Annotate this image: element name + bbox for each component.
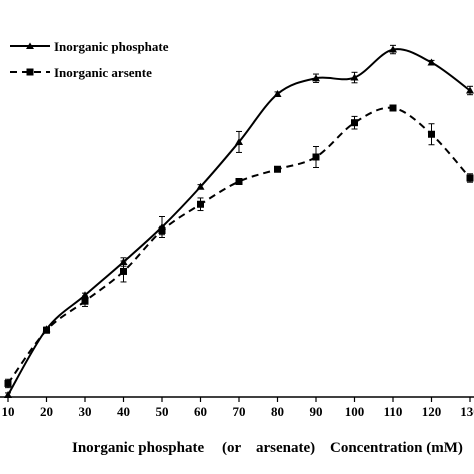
x-tick-label: 90 [310, 404, 323, 419]
x-tick-label: 60 [194, 404, 207, 419]
series-1 [4, 44, 474, 398]
data-point [4, 379, 12, 387]
x-axis-title-part-3: arsenate) [256, 440, 315, 456]
x-axis-title: Inorganic phosphate (or arsenate) Concen… [72, 440, 463, 456]
data-point [466, 86, 474, 94]
x-tick-label: 10 [2, 404, 15, 419]
data-point [273, 90, 282, 97]
data-point [235, 178, 243, 185]
data-point [196, 182, 205, 190]
x-tick-label: 120 [422, 404, 442, 419]
series-layer [4, 44, 474, 398]
x-tick-label: 50 [156, 404, 169, 419]
data-point [389, 104, 397, 112]
x-axis-title-part-1: Inorganic phosphate [72, 440, 204, 456]
data-point [466, 174, 474, 182]
x-axis-title-part-4: Concentration (mM) [330, 440, 463, 456]
x-tick-label: 30 [79, 404, 92, 419]
data-point [351, 119, 358, 127]
series-2 [4, 104, 474, 389]
x-tick-label: 110 [384, 404, 403, 419]
x-tick-label: 130 [460, 404, 474, 419]
series-line [7, 48, 471, 396]
data-point [389, 45, 397, 53]
legend-label-phosphate: Inorganic phosphate [54, 39, 169, 54]
x-tick-label: 100 [345, 404, 365, 419]
axes: 10 20 30 40 50 60 70 80 90 100 110 120 130 [0, 396, 474, 419]
legend: Inorganic phosphate Inorganic arsente [10, 39, 169, 80]
data-point [312, 74, 320, 82]
x-tick-label: 80 [271, 404, 284, 419]
x-tick-label: 70 [233, 404, 246, 419]
x-tick-label: 40 [117, 404, 130, 419]
data-point [81, 297, 89, 305]
data-point [350, 73, 359, 81]
legend-marker-phosphate [26, 42, 34, 49]
data-point [120, 267, 127, 275]
data-point [428, 130, 435, 138]
data-point [427, 58, 436, 66]
data-point [158, 227, 166, 234]
data-point [43, 326, 50, 334]
data-point [235, 137, 243, 145]
legend-marker-arsenate [26, 68, 34, 76]
x-axis-title-part-2: (or [222, 440, 241, 456]
data-point [312, 153, 320, 161]
data-point [274, 165, 281, 173]
data-point [197, 200, 204, 208]
legend-label-arsenate: Inorganic arsente [54, 65, 152, 80]
data-point [81, 291, 89, 299]
x-tick-label: 20 [40, 404, 53, 419]
data-point [4, 391, 12, 398]
